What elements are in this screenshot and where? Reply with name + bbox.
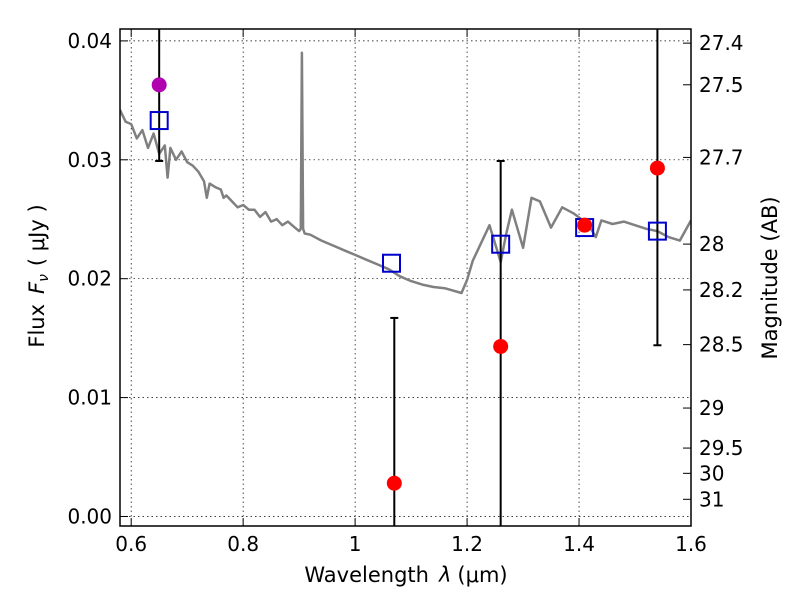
y-axis-label-text: Flux xyxy=(25,304,49,348)
x-axis-label-unit: (μm) xyxy=(457,563,507,587)
y-axis-label: Flux Fν ( μJy ) xyxy=(25,204,52,347)
y2-tick-label: 28.5 xyxy=(699,333,744,357)
x-axis-ticks: 0.6 0.8 1 1.2 1.4 1.6 xyxy=(115,29,707,556)
y2-tick-label: 28 xyxy=(699,232,724,256)
model-point xyxy=(647,221,667,241)
y-axis-label-symbol: F xyxy=(25,281,49,294)
y2-tick-label: 29 xyxy=(699,396,724,420)
y2-tick-label: 27.5 xyxy=(699,73,744,97)
observed-photometry-series xyxy=(151,77,665,491)
x-tick-label: 1.4 xyxy=(563,532,595,556)
y2-tick-label: 29.5 xyxy=(699,436,744,460)
y2-tick-label: 27.4 xyxy=(699,31,744,55)
y2-tick-label: 27.7 xyxy=(699,145,744,169)
y-tick-label: 0.02 xyxy=(67,267,112,291)
y2-axis-label: Magnitude (AB) xyxy=(758,196,782,359)
y2-tick-label: 31 xyxy=(699,487,724,511)
model-point xyxy=(382,253,402,273)
observed-point xyxy=(493,338,509,354)
y-tick-label: 0.00 xyxy=(67,504,112,528)
observed-point xyxy=(577,217,593,233)
observed-point xyxy=(151,77,167,93)
y-axis-ticks: 0.00 0.01 0.02 0.03 0.04 xyxy=(67,29,128,528)
y2-tick-label: 30 xyxy=(699,461,724,485)
observed-point xyxy=(649,160,665,176)
y-axis-label-unit: ( μJy ) xyxy=(25,204,49,266)
observed-point xyxy=(386,475,402,491)
error-bars xyxy=(155,29,662,526)
x-tick-label: 1 xyxy=(349,532,362,556)
x-tick-label: 1.6 xyxy=(675,532,707,556)
y-axis-label-subscript: ν xyxy=(36,274,52,282)
model-point xyxy=(491,234,511,254)
x-tick-label: 1.2 xyxy=(451,532,483,556)
model-photometry-series xyxy=(149,111,667,273)
spectrum-line xyxy=(120,51,691,295)
y2-tick-label: 28.2 xyxy=(699,278,744,302)
x-axis-label: Wavelength λ (μm) xyxy=(304,563,507,587)
plot-frame xyxy=(119,28,692,527)
model-point xyxy=(149,111,169,131)
y-tick-label: 0.01 xyxy=(67,386,112,410)
y-tick-label: 0.03 xyxy=(67,148,112,172)
x-axis-label-text: Wavelength xyxy=(304,563,429,587)
x-tick-label: 0.6 xyxy=(115,532,147,556)
y-tick-label: 0.04 xyxy=(67,29,112,53)
x-axis-label-symbol: λ xyxy=(438,563,451,587)
spectrum-series xyxy=(120,51,691,295)
x-tick-label: 0.8 xyxy=(227,532,259,556)
